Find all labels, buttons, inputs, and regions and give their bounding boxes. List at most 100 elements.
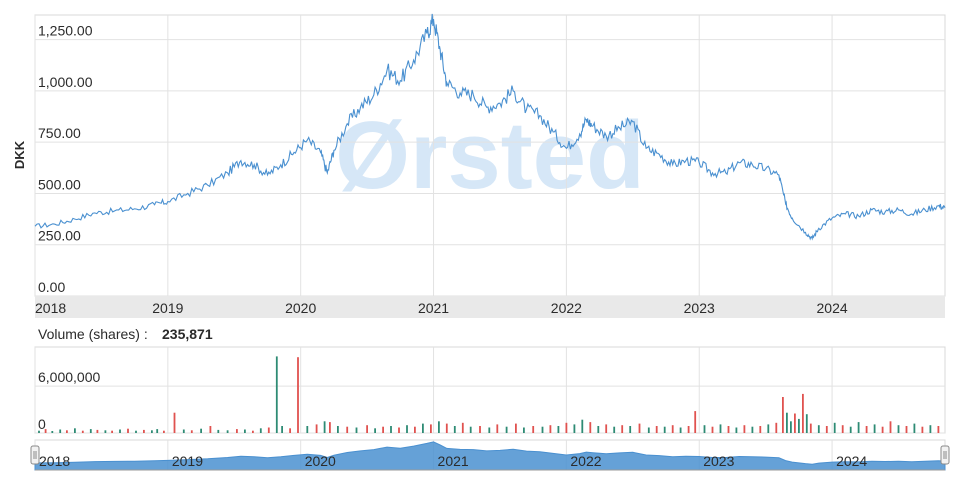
volume-bar-91 bbox=[775, 422, 778, 433]
price-x-tick-0: 2018 bbox=[35, 300, 66, 316]
volume-bar-101 bbox=[825, 426, 828, 433]
volume-bar-102 bbox=[833, 422, 836, 433]
volume-bar-93 bbox=[786, 412, 788, 433]
volume-bar-43 bbox=[382, 426, 384, 433]
volume-last-value: 235,871 bbox=[162, 326, 213, 342]
price-y-tick-4: 1,000.00 bbox=[38, 74, 93, 90]
price-y-tick-3: 750.00 bbox=[38, 125, 81, 141]
volume-bar-100 bbox=[817, 425, 820, 433]
price-x-tick-5: 2023 bbox=[684, 300, 715, 316]
volume-bar-19 bbox=[182, 429, 185, 433]
volume-bar-71 bbox=[613, 426, 616, 433]
volume-bar-110 bbox=[897, 425, 900, 433]
volume-bar-28 bbox=[259, 428, 262, 433]
volume-bar-86 bbox=[735, 427, 738, 433]
price-x-tick-2: 2020 bbox=[285, 300, 316, 316]
volume-bar-87 bbox=[743, 425, 746, 433]
volume-bar-94 bbox=[790, 421, 792, 433]
watermark-logo: Ørsted bbox=[335, 102, 644, 209]
navigator[interactable]: 2018 2019 2020 2021 2022 2023 2024 bbox=[30, 439, 950, 471]
volume-bar-51 bbox=[445, 423, 448, 433]
volume-bar-17 bbox=[163, 430, 165, 433]
volume-bar-98 bbox=[805, 414, 808, 433]
volume-bar-23 bbox=[217, 429, 220, 433]
volume-bar-49 bbox=[430, 424, 432, 433]
volume-bar-107 bbox=[873, 424, 876, 433]
volume-bar-109 bbox=[889, 421, 892, 433]
volume-bar-68 bbox=[589, 422, 592, 433]
volume-bar-66 bbox=[573, 424, 576, 433]
navigator-tick-1: 2019 bbox=[172, 453, 203, 469]
volume-bar-78 bbox=[671, 425, 674, 433]
volume-bar-6 bbox=[81, 430, 84, 433]
volume-bar-33 bbox=[297, 357, 299, 433]
volume-bar-46 bbox=[406, 425, 408, 433]
volume-bar-14 bbox=[143, 429, 145, 433]
volume-bar-37 bbox=[329, 422, 331, 433]
navigator-handle-left[interactable] bbox=[30, 445, 40, 465]
navigator-ticks: 2018 2019 2020 2021 2022 2023 2024 bbox=[39, 453, 867, 469]
volume-bar-95 bbox=[794, 413, 796, 433]
navigator-tick-6: 2024 bbox=[836, 453, 867, 469]
volume-y-tick-0: 0 bbox=[38, 416, 46, 432]
navigator-tick-3: 2021 bbox=[438, 453, 469, 469]
volume-bar-88 bbox=[751, 426, 754, 433]
volume-bar-35 bbox=[315, 424, 318, 433]
volume-bar-72 bbox=[621, 425, 624, 433]
volume-bar-106 bbox=[865, 426, 868, 433]
volume-bar-54 bbox=[469, 426, 472, 433]
volume-bar-70 bbox=[605, 424, 608, 433]
volume-bar-36 bbox=[323, 421, 326, 433]
volume-bar-79 bbox=[679, 427, 682, 433]
volume-bar-60 bbox=[523, 427, 525, 433]
volume-bar-26 bbox=[244, 429, 246, 433]
volume-bar-112 bbox=[913, 423, 916, 433]
volume-bar-38 bbox=[337, 426, 339, 433]
volume-bar-13 bbox=[135, 430, 137, 433]
volume-bar-76 bbox=[655, 426, 658, 433]
volume-bar-58 bbox=[505, 426, 508, 433]
price-y-tick-2: 500.00 bbox=[38, 176, 81, 192]
volume-bar-47 bbox=[414, 426, 416, 433]
price-series-line bbox=[34, 13, 946, 241]
volume-bar-39 bbox=[346, 426, 349, 433]
volume-bar-92 bbox=[782, 397, 784, 433]
volume-bar-104 bbox=[849, 426, 852, 433]
volume-bar-82 bbox=[703, 425, 706, 433]
x-axis-band bbox=[35, 296, 945, 318]
volume-bar-45 bbox=[398, 427, 400, 433]
volume-bar-85 bbox=[727, 426, 730, 433]
navigator-handle-right[interactable] bbox=[940, 445, 950, 465]
volume-bar-84 bbox=[719, 424, 722, 433]
volume-bar-40 bbox=[355, 427, 358, 433]
volume-bar-89 bbox=[759, 426, 762, 433]
volume-bar-7 bbox=[89, 429, 92, 433]
volume-bar-75 bbox=[647, 427, 650, 433]
volume-bar-77 bbox=[663, 426, 666, 433]
volume-bar-34 bbox=[306, 426, 309, 433]
volume-y-ticks: 0 6,000,000 bbox=[38, 369, 100, 432]
volume-bar-69 bbox=[597, 426, 600, 433]
volume-bar-24 bbox=[226, 430, 229, 433]
volume-bar-29 bbox=[267, 427, 270, 433]
volume-bar-57 bbox=[496, 424, 499, 433]
volume-bar-31 bbox=[281, 426, 283, 433]
price-x-tick-4: 2022 bbox=[551, 300, 582, 316]
volume-grid bbox=[34, 346, 946, 434]
volume-bar-0 bbox=[38, 430, 40, 433]
volume-bars bbox=[38, 356, 940, 433]
volume-bar-10 bbox=[111, 430, 113, 433]
volume-bar-5 bbox=[74, 428, 76, 433]
volume-bar-67 bbox=[581, 419, 584, 433]
volume-bar-27 bbox=[252, 430, 254, 433]
volume-bar-30 bbox=[275, 356, 278, 433]
volume-bar-99 bbox=[809, 423, 812, 433]
volume-bar-8 bbox=[96, 429, 99, 433]
volume-bar-83 bbox=[711, 426, 714, 433]
volume-bar-74 bbox=[638, 423, 641, 433]
volume-bar-113 bbox=[921, 426, 924, 433]
volume-bar-96 bbox=[798, 418, 800, 433]
volume-bar-53 bbox=[461, 422, 464, 433]
navigator-area bbox=[34, 441, 946, 471]
